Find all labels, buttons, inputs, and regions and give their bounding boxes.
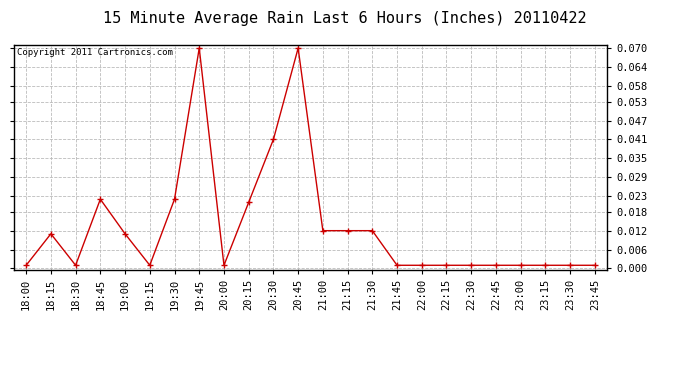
Text: 15 Minute Average Rain Last 6 Hours (Inches) 20110422: 15 Minute Average Rain Last 6 Hours (Inc…: [104, 11, 586, 26]
Text: Copyright 2011 Cartronics.com: Copyright 2011 Cartronics.com: [17, 48, 172, 57]
